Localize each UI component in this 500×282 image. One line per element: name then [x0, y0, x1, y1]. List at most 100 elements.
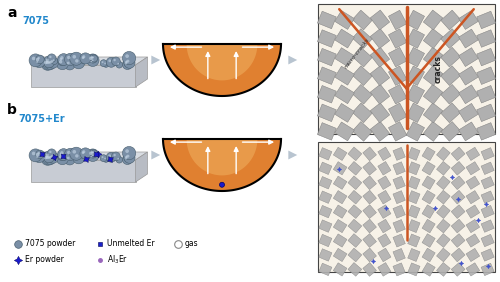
Polygon shape [422, 263, 435, 276]
Circle shape [67, 151, 70, 154]
Circle shape [89, 155, 96, 161]
Circle shape [126, 155, 130, 158]
Polygon shape [481, 234, 494, 247]
Polygon shape [348, 263, 362, 276]
Polygon shape [476, 85, 496, 103]
Polygon shape [436, 205, 450, 219]
Polygon shape [319, 147, 332, 160]
Polygon shape [451, 219, 465, 233]
Polygon shape [319, 162, 332, 175]
Polygon shape [30, 152, 148, 160]
Polygon shape [363, 161, 376, 175]
Polygon shape [348, 205, 362, 219]
Polygon shape [370, 103, 390, 123]
Polygon shape [476, 67, 496, 84]
Polygon shape [422, 162, 435, 175]
Circle shape [126, 61, 128, 63]
Circle shape [64, 60, 75, 70]
Polygon shape [318, 4, 495, 134]
Circle shape [100, 60, 107, 67]
Polygon shape [406, 29, 424, 48]
Circle shape [122, 51, 136, 65]
Circle shape [43, 153, 55, 165]
Circle shape [38, 57, 40, 59]
Circle shape [90, 153, 97, 159]
Polygon shape [363, 190, 376, 204]
Circle shape [89, 152, 92, 155]
Circle shape [88, 149, 98, 158]
Circle shape [90, 55, 98, 62]
Polygon shape [348, 176, 362, 190]
Polygon shape [422, 234, 435, 247]
Text: 7075 powder: 7075 powder [25, 239, 76, 248]
Circle shape [126, 54, 129, 58]
Polygon shape [436, 176, 450, 190]
Polygon shape [424, 66, 443, 86]
Polygon shape [393, 147, 406, 160]
Polygon shape [458, 103, 478, 122]
Circle shape [48, 58, 58, 68]
Polygon shape [451, 205, 465, 219]
Polygon shape [352, 47, 372, 67]
Polygon shape [441, 103, 460, 123]
Circle shape [36, 61, 38, 63]
Polygon shape [378, 162, 391, 175]
Circle shape [112, 57, 120, 66]
Polygon shape [163, 44, 281, 96]
Polygon shape [441, 66, 460, 85]
Circle shape [72, 57, 85, 69]
Circle shape [72, 152, 85, 164]
Circle shape [58, 54, 70, 65]
Circle shape [92, 56, 94, 58]
Polygon shape [436, 248, 450, 262]
Polygon shape [334, 103, 354, 122]
Circle shape [58, 149, 70, 160]
Circle shape [90, 61, 92, 62]
Polygon shape [318, 67, 336, 84]
Polygon shape [408, 263, 420, 276]
Polygon shape [370, 10, 390, 30]
Circle shape [82, 56, 84, 59]
Circle shape [118, 158, 119, 160]
Polygon shape [481, 220, 494, 232]
Circle shape [75, 154, 78, 158]
Circle shape [90, 58, 97, 64]
Polygon shape [388, 29, 407, 48]
Circle shape [114, 59, 116, 61]
Polygon shape [408, 205, 420, 218]
Circle shape [50, 155, 53, 158]
Text: gas: gas [185, 239, 198, 248]
Circle shape [122, 155, 132, 164]
Circle shape [59, 155, 62, 158]
Circle shape [90, 156, 92, 157]
Circle shape [56, 153, 68, 165]
Circle shape [38, 152, 40, 154]
Circle shape [48, 60, 56, 68]
Circle shape [46, 156, 49, 159]
Circle shape [122, 60, 132, 69]
Circle shape [32, 57, 35, 60]
Polygon shape [352, 103, 372, 123]
Circle shape [80, 53, 91, 64]
Circle shape [44, 156, 47, 159]
Circle shape [82, 150, 86, 153]
Circle shape [47, 61, 50, 64]
Polygon shape [481, 177, 494, 189]
Circle shape [32, 152, 35, 155]
Polygon shape [388, 66, 407, 85]
Circle shape [36, 156, 38, 158]
Circle shape [124, 157, 128, 159]
Circle shape [116, 61, 122, 68]
Polygon shape [363, 205, 376, 219]
Circle shape [102, 156, 103, 158]
Text: b: b [7, 103, 17, 117]
Polygon shape [466, 147, 479, 160]
Polygon shape [378, 176, 391, 190]
Polygon shape [388, 122, 407, 141]
Polygon shape [348, 234, 362, 247]
Polygon shape [476, 104, 496, 122]
Circle shape [126, 156, 128, 158]
Circle shape [102, 61, 103, 63]
Circle shape [118, 63, 119, 65]
Polygon shape [388, 85, 407, 104]
